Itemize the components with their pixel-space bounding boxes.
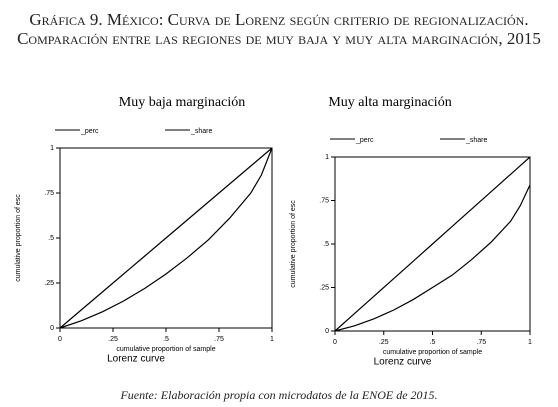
source-note: Fuente: Elaboración propia con microdato… — [120, 388, 438, 402]
x-tick-label: 0 — [58, 336, 62, 343]
legend-label: _perc — [80, 128, 99, 135]
y-tick-label: .5 — [323, 241, 329, 248]
legend-label: _perc — [355, 137, 374, 144]
y-tick-label: .25 — [44, 280, 54, 287]
y-tick-label: .75 — [319, 197, 329, 204]
panel-title: Muy baja marginación — [119, 95, 246, 110]
legend-label: _share — [465, 137, 488, 144]
panel-title: Muy alta marginación — [328, 95, 451, 110]
y-axis-label: cumulative proportion of esc — [15, 194, 22, 282]
x-tick-label: .5 — [430, 339, 436, 346]
y-tick-label: 1 — [325, 154, 329, 161]
figure-title: Gráfica 9. México: Curva de Lorenz según… — [17, 10, 541, 48]
x-tick-label: .75 — [214, 336, 224, 343]
series-line — [59, 147, 273, 329]
x-tick-label: .25 — [379, 339, 389, 346]
legend-label: _share — [190, 128, 213, 135]
y-tick-label: 0 — [50, 325, 54, 332]
x-tick-label: 0 — [333, 339, 337, 346]
y-tick-label: .25 — [319, 284, 329, 291]
caption: Lorenz curve — [374, 357, 432, 368]
y-axis-label: cumulative proportion of esc — [290, 200, 297, 288]
series-line — [334, 184, 531, 332]
y-tick-label: 0 — [325, 328, 329, 335]
y-tick-label: 1 — [50, 145, 54, 152]
x-axis-label: cumulative proportion of sample — [383, 349, 482, 356]
y-tick-label: .75 — [44, 190, 54, 197]
series-line — [334, 156, 531, 332]
y-tick-label: .5 — [48, 235, 54, 242]
x-tick-label: .75 — [476, 339, 486, 346]
x-tick-label: .5 — [163, 336, 169, 343]
x-tick-label: 1 — [528, 339, 532, 346]
series-line — [59, 147, 273, 329]
x-tick-label: .25 — [108, 336, 118, 343]
caption: Lorenz curve — [107, 354, 165, 365]
x-axis-label: cumulative proportion of sample — [116, 346, 215, 353]
x-tick-label: 1 — [270, 336, 274, 343]
